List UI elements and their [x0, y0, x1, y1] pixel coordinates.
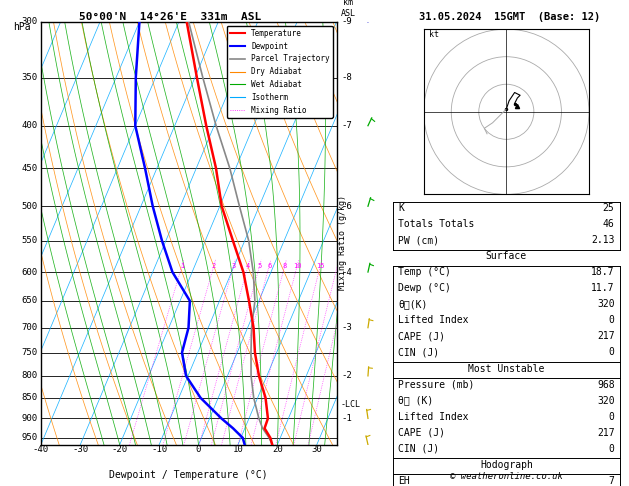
Text: 0: 0 [609, 315, 615, 326]
Text: 350: 350 [22, 73, 38, 82]
Text: θᴇ(K): θᴇ(K) [398, 299, 428, 310]
Text: kt: kt [429, 31, 439, 39]
Text: 46: 46 [603, 219, 615, 229]
Text: 4: 4 [246, 263, 250, 269]
Text: 300: 300 [22, 17, 38, 26]
Text: 1: 1 [180, 263, 184, 269]
Text: θᴇ (K): θᴇ (K) [398, 396, 433, 406]
Text: -2: -2 [341, 371, 352, 381]
Text: -20: -20 [112, 445, 128, 454]
Text: Dewp (°C): Dewp (°C) [398, 283, 451, 294]
Text: CAPE (J): CAPE (J) [398, 331, 445, 342]
Text: Most Unstable: Most Unstable [468, 364, 545, 374]
Legend: Temperature, Dewpoint, Parcel Trajectory, Dry Adiabat, Wet Adiabat, Isotherm, Mi: Temperature, Dewpoint, Parcel Trajectory… [226, 26, 333, 118]
Text: 7: 7 [609, 476, 615, 486]
Text: -7: -7 [341, 121, 352, 130]
Text: 650: 650 [22, 296, 38, 305]
Text: CIN (J): CIN (J) [398, 347, 439, 358]
Text: 950: 950 [22, 434, 38, 442]
Text: 2.13: 2.13 [591, 235, 615, 245]
Text: 5: 5 [257, 263, 262, 269]
Text: -30: -30 [72, 445, 88, 454]
Text: 700: 700 [22, 323, 38, 332]
Text: Surface: Surface [486, 251, 527, 261]
Text: EH: EH [398, 476, 410, 486]
Text: -40: -40 [33, 445, 49, 454]
Text: 0: 0 [609, 347, 615, 358]
Text: Totals Totals: Totals Totals [398, 219, 474, 229]
Text: 6: 6 [267, 263, 271, 269]
Text: 20: 20 [272, 445, 283, 454]
Text: 0: 0 [609, 412, 615, 422]
Text: km
ASL: km ASL [341, 0, 356, 17]
Text: -3: -3 [341, 323, 352, 332]
Text: Hodograph: Hodograph [480, 460, 533, 470]
Text: 320: 320 [597, 299, 615, 310]
Text: PW (cm): PW (cm) [398, 235, 439, 245]
Text: 600: 600 [22, 268, 38, 277]
Text: -9: -9 [341, 17, 352, 26]
Text: -10: -10 [151, 445, 167, 454]
Text: Pressure (mb): Pressure (mb) [398, 380, 474, 390]
Text: CAPE (J): CAPE (J) [398, 428, 445, 438]
Text: 11.7: 11.7 [591, 283, 615, 294]
Text: -8: -8 [341, 73, 352, 82]
Text: 320: 320 [597, 396, 615, 406]
Text: 10: 10 [293, 263, 301, 269]
Text: 750: 750 [22, 348, 38, 357]
Text: 8: 8 [282, 263, 287, 269]
Text: 550: 550 [22, 236, 38, 245]
Text: CIN (J): CIN (J) [398, 444, 439, 454]
Text: Lifted Index: Lifted Index [398, 315, 469, 326]
Text: Mixing Ratio (g/kg): Mixing Ratio (g/kg) [338, 195, 347, 291]
Text: 50°00'N  14°26'E  331m  ASL: 50°00'N 14°26'E 331m ASL [79, 12, 261, 22]
Text: 25: 25 [603, 203, 615, 213]
Text: 800: 800 [22, 371, 38, 381]
Text: hPa: hPa [13, 22, 30, 32]
Text: 0: 0 [609, 444, 615, 454]
Text: -LCL: -LCL [341, 399, 361, 409]
Text: 18.7: 18.7 [591, 267, 615, 278]
Text: © weatheronline.co.uk: © weatheronline.co.uk [450, 472, 563, 481]
Text: -1: -1 [341, 414, 352, 423]
Text: -6: -6 [341, 202, 352, 211]
Text: 450: 450 [22, 164, 38, 173]
Text: 217: 217 [597, 331, 615, 342]
Text: K: K [398, 203, 404, 213]
Text: 217: 217 [597, 428, 615, 438]
Text: 400: 400 [22, 121, 38, 130]
Text: 2: 2 [211, 263, 216, 269]
Text: 3: 3 [231, 263, 236, 269]
Text: Lifted Index: Lifted Index [398, 412, 469, 422]
Text: Temp (°C): Temp (°C) [398, 267, 451, 278]
Text: 15: 15 [316, 263, 325, 269]
Text: 968: 968 [597, 380, 615, 390]
Text: Dewpoint / Temperature (°C): Dewpoint / Temperature (°C) [109, 470, 268, 480]
Text: 10: 10 [233, 445, 243, 454]
Text: -4: -4 [341, 268, 352, 277]
Text: 500: 500 [22, 202, 38, 211]
Text: 31.05.2024  15GMT  (Base: 12): 31.05.2024 15GMT (Base: 12) [419, 12, 600, 22]
Text: 900: 900 [22, 414, 38, 423]
Text: 0: 0 [196, 445, 201, 454]
Text: 30: 30 [311, 445, 322, 454]
Text: 850: 850 [22, 393, 38, 402]
